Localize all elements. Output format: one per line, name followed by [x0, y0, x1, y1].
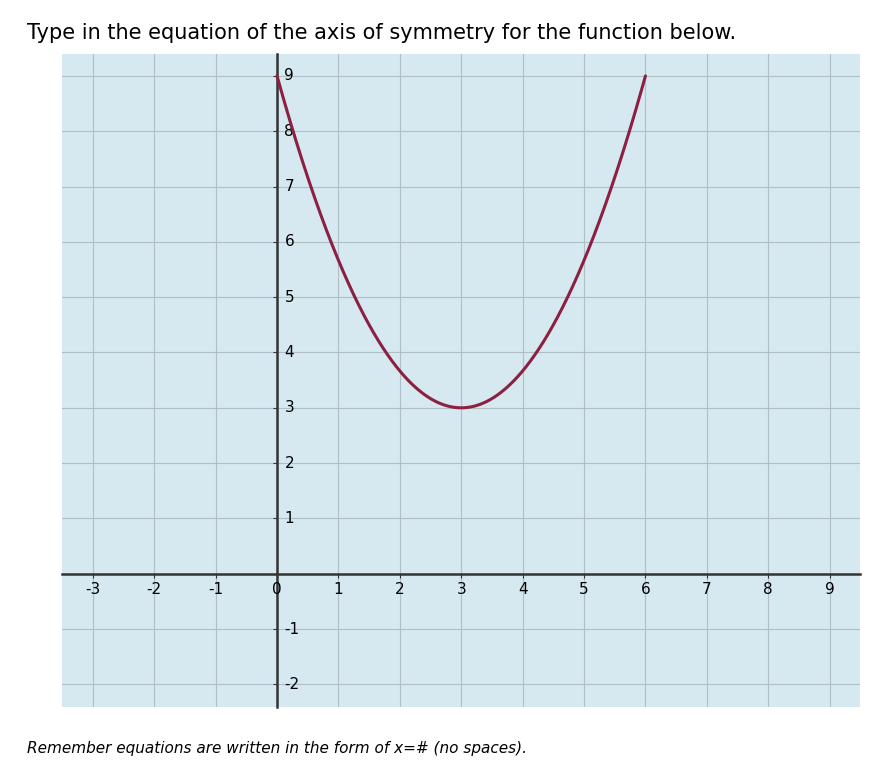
Text: 6: 6: [640, 582, 649, 597]
Text: 6: 6: [284, 234, 294, 250]
Text: 3: 3: [456, 582, 465, 597]
Text: -1: -1: [208, 582, 223, 597]
Text: 9: 9: [284, 68, 294, 84]
Text: -3: -3: [85, 582, 100, 597]
Text: -2: -2: [284, 677, 299, 692]
Text: 7: 7: [701, 582, 711, 597]
Text: 8: 8: [284, 124, 293, 139]
Text: 2: 2: [284, 455, 293, 471]
Text: 2: 2: [394, 582, 404, 597]
Text: 1: 1: [333, 582, 343, 597]
Text: 5: 5: [284, 290, 293, 305]
Text: 4: 4: [284, 345, 293, 360]
Text: -2: -2: [146, 582, 161, 597]
Text: 0: 0: [272, 582, 282, 597]
Text: 7: 7: [284, 179, 293, 194]
Text: 4: 4: [517, 582, 527, 597]
Text: Type in the equation of the axis of symmetry for the function below.: Type in the equation of the axis of symm…: [27, 23, 734, 43]
Text: Remember equations are written in the form of x=# (no spaces).: Remember equations are written in the fo…: [27, 741, 526, 756]
Text: -1: -1: [284, 621, 299, 637]
Text: 9: 9: [824, 582, 834, 597]
Text: 5: 5: [579, 582, 588, 597]
Text: 3: 3: [284, 400, 294, 415]
Text: 8: 8: [763, 582, 773, 597]
Text: 1: 1: [284, 511, 293, 526]
